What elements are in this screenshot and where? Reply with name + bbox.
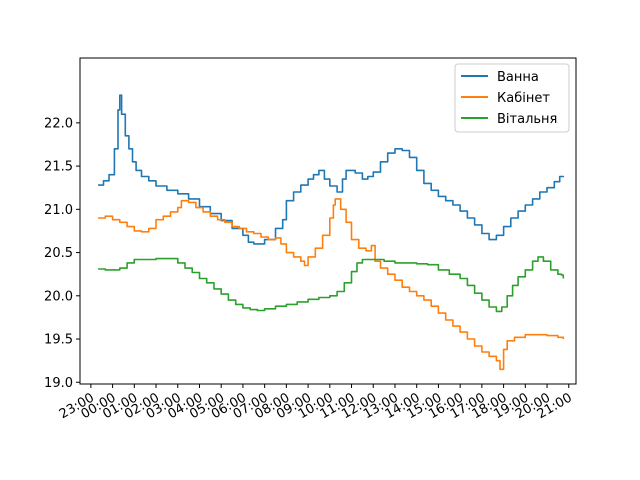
x-axis: 23:0000:0001:0002:0003:0004:0005:0006:00…	[57, 384, 575, 422]
series-line-0	[98, 94, 565, 245]
legend-label-0: Ванна	[497, 70, 539, 85]
y-tick-label: 21.5	[44, 160, 73, 175]
legend-box	[454, 63, 570, 133]
y-tick-label: 20.0	[44, 289, 73, 304]
y-tick-label: 22.0	[44, 116, 73, 131]
series-line-2	[98, 256, 565, 313]
series-lines	[98, 94, 565, 371]
y-tick-label: 21.0	[44, 203, 73, 218]
legend-label-2: Вітальня	[497, 112, 557, 127]
axes-frame	[79, 57, 577, 385]
plot-area	[79, 57, 577, 385]
y-tick-label: 19.5	[44, 333, 73, 348]
y-tick-label: 19.0	[44, 376, 73, 391]
series-line-1	[98, 198, 565, 371]
legend: Ванна Кабінет Вітальня	[454, 63, 570, 133]
legend-label-1: Кабінет	[497, 91, 550, 106]
y-axis: 19.0 19.5 20.0 20.5 21.0 21.5 22.0	[44, 116, 80, 391]
y-tick-label: 20.5	[44, 246, 73, 261]
